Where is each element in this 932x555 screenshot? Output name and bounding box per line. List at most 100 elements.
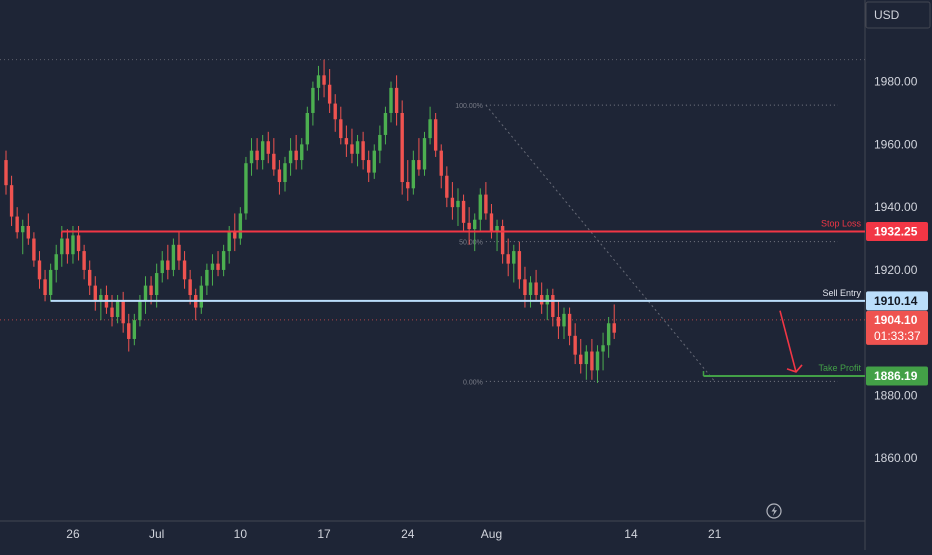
candle bbox=[32, 232, 36, 267]
candle bbox=[556, 301, 561, 339]
candle bbox=[606, 316, 611, 358]
candle bbox=[127, 313, 131, 352]
candle-body bbox=[316, 75, 321, 88]
projection-arrow-line bbox=[779, 310, 797, 373]
candle-body bbox=[595, 351, 600, 371]
candle-body bbox=[562, 313, 566, 327]
candle-body bbox=[65, 238, 70, 255]
candle bbox=[294, 134, 298, 170]
candle-body bbox=[115, 301, 120, 317]
candle bbox=[506, 238, 510, 277]
candles bbox=[4, 59, 616, 383]
candle-body bbox=[489, 213, 494, 233]
countdown-text: 01:33:37 bbox=[874, 329, 921, 343]
candle-body bbox=[389, 87, 393, 113]
candle-body bbox=[367, 160, 371, 173]
current-price-tag: 1904.10 01:33:37 bbox=[866, 310, 928, 345]
candle-body bbox=[439, 150, 443, 176]
candle-body bbox=[260, 141, 265, 161]
candle bbox=[121, 291, 125, 333]
candle bbox=[327, 69, 332, 113]
candle bbox=[4, 150, 8, 195]
stop-loss-price-tag: 1932.25 bbox=[866, 221, 928, 241]
candle-body bbox=[143, 285, 148, 302]
candle bbox=[333, 94, 337, 132]
sell-entry-price-tag-text: 1910.14 bbox=[874, 294, 918, 308]
sell-entry-label: Sell Entry bbox=[822, 288, 861, 298]
candle bbox=[361, 131, 365, 170]
candle bbox=[590, 338, 594, 380]
candle bbox=[9, 175, 14, 226]
candle-body bbox=[406, 182, 410, 189]
candle bbox=[99, 288, 103, 321]
candle bbox=[132, 313, 137, 346]
candle bbox=[288, 138, 293, 176]
candle-body bbox=[238, 213, 243, 239]
candle-body bbox=[26, 225, 31, 239]
candle bbox=[383, 106, 388, 145]
candle bbox=[115, 295, 120, 324]
candle-body bbox=[556, 316, 561, 327]
candle-body bbox=[333, 103, 337, 120]
candle-body bbox=[76, 235, 81, 252]
time-tick-label: 14 bbox=[624, 527, 638, 541]
candle-body bbox=[417, 160, 421, 170]
candle-body bbox=[467, 222, 471, 230]
price-tick-label: 1960.00 bbox=[874, 137, 918, 151]
candle bbox=[205, 263, 209, 296]
candle bbox=[551, 288, 555, 327]
candle-body bbox=[311, 87, 315, 113]
take-profit-price-tag: 1886.19 bbox=[866, 366, 928, 386]
candle-body bbox=[478, 194, 482, 220]
candle bbox=[601, 332, 605, 371]
price-tick-label: 1980.00 bbox=[874, 75, 918, 89]
candle bbox=[160, 251, 164, 283]
candle-body bbox=[461, 200, 466, 223]
candle-body bbox=[322, 75, 326, 85]
candle bbox=[406, 160, 410, 201]
candle-body bbox=[71, 235, 75, 255]
candle-body bbox=[177, 244, 181, 261]
candle-body bbox=[584, 351, 589, 365]
candle-body bbox=[221, 251, 226, 270]
currency-button[interactable]: USD bbox=[865, 1, 931, 29]
candle-body bbox=[400, 112, 404, 183]
fib-level-label: 50.00% bbox=[459, 240, 483, 247]
candle bbox=[534, 269, 538, 302]
candle-body bbox=[210, 263, 215, 270]
candle-body bbox=[539, 295, 544, 305]
lightning-icon[interactable] bbox=[766, 503, 782, 519]
candle bbox=[495, 219, 499, 252]
take-profit-label: Take Profit bbox=[818, 363, 861, 373]
candle-body bbox=[266, 141, 270, 154]
candle-body bbox=[88, 269, 92, 286]
candle bbox=[584, 345, 589, 380]
candle bbox=[255, 138, 259, 170]
candle bbox=[445, 166, 449, 208]
candle-body bbox=[327, 84, 332, 104]
candle bbox=[539, 282, 544, 314]
candle-body bbox=[495, 225, 499, 233]
candle bbox=[266, 131, 270, 164]
time-tick-label: 26 bbox=[66, 527, 80, 541]
candle-body bbox=[216, 263, 220, 270]
candle bbox=[350, 128, 354, 164]
candle bbox=[433, 112, 438, 157]
candle-body bbox=[288, 150, 293, 164]
candle-body bbox=[294, 150, 298, 161]
candle bbox=[417, 138, 421, 176]
candle bbox=[65, 229, 70, 264]
candle-body bbox=[205, 269, 209, 286]
candle bbox=[456, 188, 460, 226]
candle bbox=[478, 188, 482, 233]
candle bbox=[54, 244, 58, 283]
candle bbox=[595, 345, 600, 383]
time-tick-label: 24 bbox=[401, 527, 415, 541]
candle-body bbox=[528, 282, 533, 296]
candle bbox=[238, 207, 243, 245]
candle bbox=[43, 269, 47, 302]
current-price-tag-bg bbox=[866, 310, 928, 345]
candle bbox=[15, 207, 19, 239]
